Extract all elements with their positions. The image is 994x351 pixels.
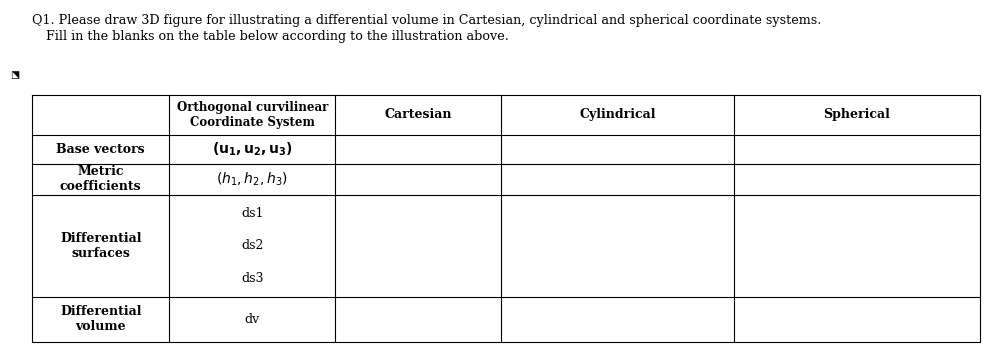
Text: Base vectors: Base vectors [57, 143, 145, 156]
Text: ⬔: ⬔ [10, 70, 19, 80]
Text: dv: dv [245, 313, 260, 326]
Text: ds2: ds2 [242, 239, 263, 252]
Text: Fill in the blanks on the table below according to the illustration above.: Fill in the blanks on the table below ac… [46, 30, 509, 43]
Text: $(h_1,h_2,h_3)$: $(h_1,h_2,h_3)$ [217, 171, 288, 188]
Text: Q1. Please draw 3D figure for illustrating a differential volume in Cartesian, c: Q1. Please draw 3D figure for illustrati… [32, 14, 821, 27]
Text: Orthogonal curvilinear
Coordinate System: Orthogonal curvilinear Coordinate System [177, 101, 328, 129]
Text: Differential
surfaces: Differential surfaces [60, 232, 141, 260]
Text: ds3: ds3 [242, 272, 263, 285]
Text: $\mathbf{(u_1,u_2,u_3)}$: $\mathbf{(u_1,u_2,u_3)}$ [212, 140, 293, 158]
Text: Cartesian: Cartesian [385, 108, 452, 121]
Text: Cylindrical: Cylindrical [580, 108, 656, 121]
Text: Differential
volume: Differential volume [60, 305, 141, 333]
Text: Metric
coefficients: Metric coefficients [60, 165, 141, 193]
Text: Spherical: Spherical [823, 108, 891, 121]
Text: ds1: ds1 [242, 207, 263, 220]
